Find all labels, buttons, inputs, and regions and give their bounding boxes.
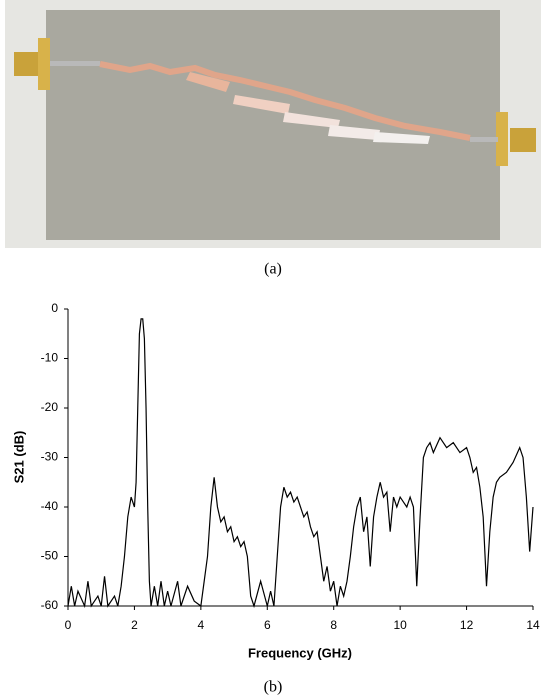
connector-left xyxy=(14,52,40,76)
series-line xyxy=(67,318,534,609)
resonator xyxy=(186,72,230,92)
pin-left xyxy=(50,61,100,66)
connector-right xyxy=(510,128,536,152)
y-tick-label: 0 xyxy=(51,301,58,315)
pin-right xyxy=(470,137,498,142)
chart-caption: (b) xyxy=(264,679,283,696)
connector-flange-left xyxy=(38,38,50,90)
x-tick-label: 8 xyxy=(330,618,337,632)
x-tick-label: 10 xyxy=(393,618,407,632)
photo-caption: (a) xyxy=(264,261,282,278)
connector-flange-right xyxy=(496,112,508,166)
circuit-board xyxy=(46,10,500,240)
x-tick-label: 2 xyxy=(131,618,138,632)
trace xyxy=(99,61,471,141)
y-axis-label: S21 (dB) xyxy=(11,431,26,484)
y-tick-label: -50 xyxy=(41,549,59,563)
x-tick-label: 6 xyxy=(264,618,271,632)
photo xyxy=(5,0,541,248)
x-tick-label: 4 xyxy=(198,618,205,632)
x-tick-label: 0 xyxy=(65,618,72,632)
resonator xyxy=(233,95,290,114)
resonator xyxy=(283,112,340,128)
x-tick-label: 14 xyxy=(526,618,540,632)
resonator xyxy=(373,132,430,144)
y-tick-label: -30 xyxy=(41,450,59,464)
y-tick-label: -10 xyxy=(41,351,59,365)
x-axis-label: Frequency (GHz) xyxy=(248,645,352,660)
resonator xyxy=(328,125,380,140)
y-tick-label: -40 xyxy=(41,499,59,513)
y-tick-label: -20 xyxy=(41,400,59,414)
y-tick-label: -60 xyxy=(41,598,59,612)
x-tick-label: 12 xyxy=(460,618,474,632)
